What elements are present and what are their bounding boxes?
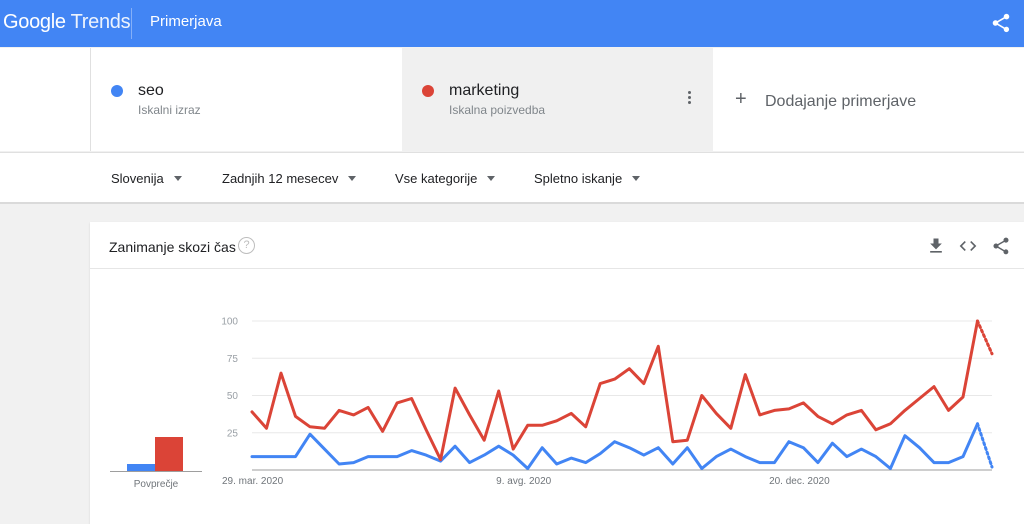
search-type-label: Spletno iskanje [534,171,623,186]
term-color-dot [111,85,123,97]
time-range-dropdown[interactable]: Zadnjih 12 mesecev [222,171,357,186]
add-comparison-label: Dodajanje primerjave [765,93,917,110]
averages-baseline [110,471,202,472]
filter-bar: Slovenija Zadnjih 12 mesecev Vse kategor… [0,152,1024,204]
y-tick-label: 75 [227,354,239,365]
page-title: Primerjava [150,13,222,30]
plus-icon: + [735,88,747,110]
average-bar-seo [127,463,155,471]
download-icon[interactable] [926,236,946,256]
dropdown-arrow-icon [173,176,182,181]
interest-over-time-chart: 25 50 75 100 29. mar. 2020 9. avg. 2020 20. de… [221,317,994,487]
term-name: marketing [449,82,520,99]
google-trends-logo[interactable]: Google Trends [3,11,131,33]
dropdown-arrow-icon [348,176,357,181]
time-range-label: Zadnjih 12 mesecev [222,171,339,186]
top-bar: Google Trends Primerjava [0,0,1024,47]
header-divider [131,8,132,39]
x-tick-label: 20. dec. 2020 [769,476,830,487]
compare-bar: seo Iskalni izraz marketing Iskalna poiz… [0,48,1024,151]
dropdown-arrow-icon [487,176,496,181]
term-name: seo [138,82,164,99]
averages-label: Povprečje [133,479,179,490]
dropdown-arrow-icon [632,176,641,181]
average-bar-marketing [155,437,183,471]
term-card-seo[interactable]: seo Iskalni izraz [90,48,401,151]
share-icon[interactable] [990,12,1012,34]
help-icon[interactable]: ? [238,237,255,254]
series-line-marketing [250,319,979,462]
term-type: Iskalna poizvedba [449,103,546,117]
card-title: Zanimanje skozi čas [109,239,236,255]
region-dropdown[interactable]: Slovenija [111,171,182,186]
embed-icon[interactable] [958,236,978,256]
logo-google-text: Google [3,11,66,33]
share-icon[interactable] [991,236,1011,256]
search-type-dropdown[interactable]: Spletno iskanje [534,171,641,186]
x-tick-label: 9. avg. 2020 [496,476,551,487]
card-header: Zanimanje skozi čas ? [90,222,1024,269]
averages-chart: Povprečje [110,372,202,492]
term-type: Iskalni izraz [138,103,201,117]
series-partial-seo [975,422,994,469]
term-color-dot [422,85,434,97]
interest-over-time-card: Zanimanje skozi čas ? Povprečje [90,222,1024,524]
add-comparison-button[interactable]: + Dodajanje primerjave [735,48,995,151]
series-line-seo [250,422,979,470]
x-tick-label: 29. mar. 2020 [222,476,284,487]
region-label: Slovenija [111,171,164,186]
series-partial-marketing [975,319,994,356]
more-vert-icon[interactable] [683,91,695,107]
category-dropdown[interactable]: Vse kategorije [395,171,496,186]
y-tick-label: 100 [221,317,238,328]
logo-trends-text: Trends [70,11,131,33]
y-tick-label: 25 [227,428,239,439]
y-tick-label: 50 [227,391,239,402]
category-label: Vse kategorije [395,171,478,186]
term-card-marketing[interactable]: marketing Iskalna poizvedba [402,48,713,151]
